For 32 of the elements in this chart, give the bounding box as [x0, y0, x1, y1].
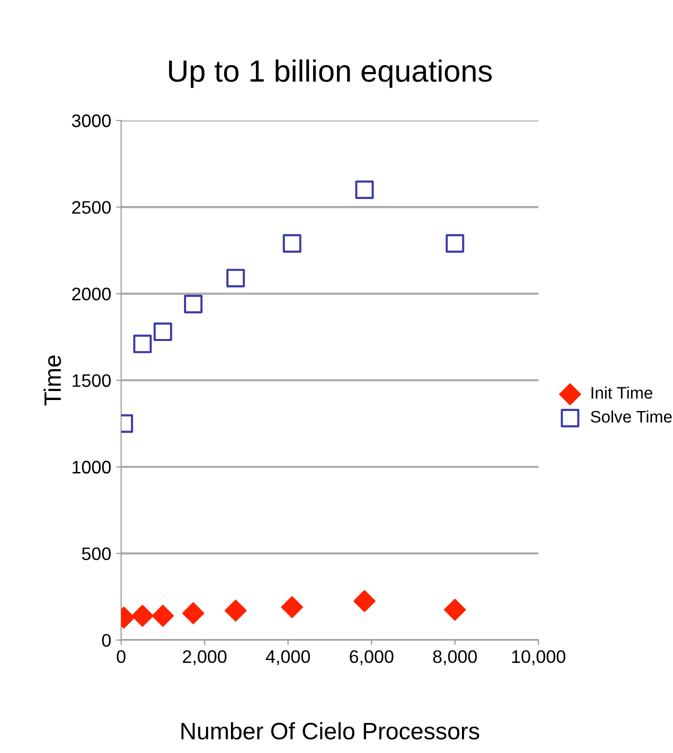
point [226, 268, 245, 288]
point [355, 180, 374, 200]
x-axis-title: Number Of Cielo Processors [181, 722, 480, 740]
point [224, 600, 247, 622]
chart-title: Up to 1 billion equations [169, 59, 492, 88]
y-tick-label: 2000 [72, 288, 111, 300]
x-tick-label: 8,000 [433, 650, 477, 666]
point [154, 322, 172, 342]
y-tick-label: 1500 [72, 374, 111, 387]
x-tick-label: 2,000 [182, 650, 226, 666]
y-tick-label: 1000 [72, 460, 111, 474]
point [353, 590, 376, 612]
y-tick-label: 3000 [72, 114, 111, 128]
point [152, 604, 174, 627]
x-tick-label: 6,000 [350, 650, 394, 666]
x-tick-label: 4,000 [266, 650, 310, 666]
y-tick-label: 500 [82, 547, 111, 560]
point [133, 334, 152, 354]
point [282, 234, 302, 253]
point [444, 598, 466, 621]
y-tick-label: 2500 [72, 201, 111, 214]
x-tick-label: 10,000 [512, 650, 566, 666]
legend-label: Solve Time [590, 410, 672, 423]
y-axis-title: Time [44, 356, 62, 406]
x-tick-label: 0 [116, 650, 126, 664]
point [446, 234, 464, 253]
point [182, 602, 204, 624]
legend-label: Init Time [592, 386, 652, 399]
y-tick-label: 0 [102, 634, 111, 647]
point [132, 604, 154, 627]
point [281, 596, 304, 618]
point [184, 294, 203, 314]
